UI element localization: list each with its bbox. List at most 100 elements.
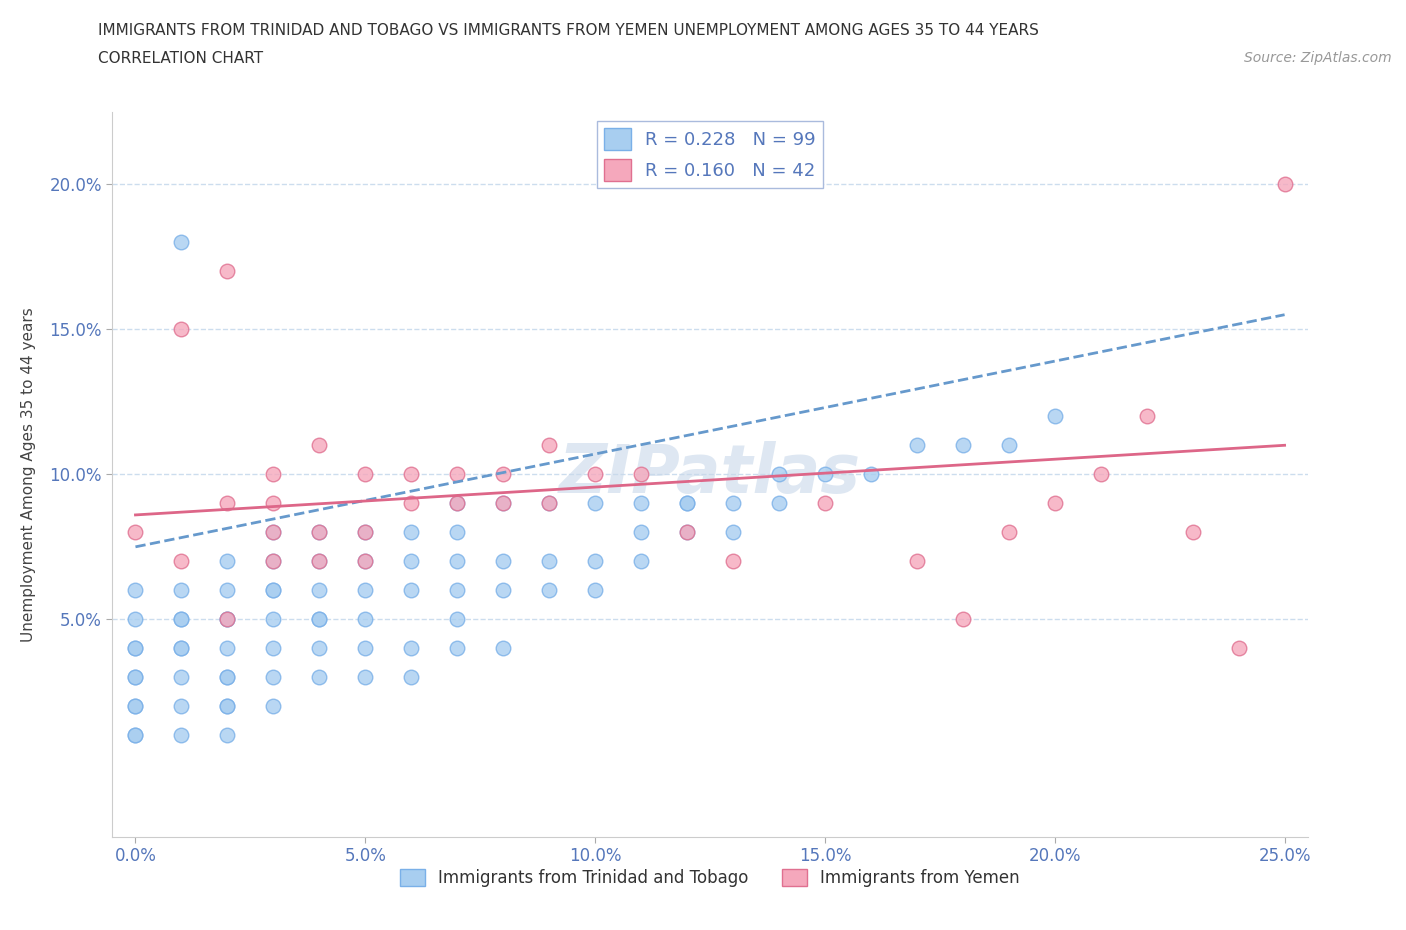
Point <box>217 728 239 743</box>
Point <box>308 612 330 627</box>
Point <box>124 583 146 598</box>
Point <box>676 525 699 539</box>
Point <box>262 583 284 598</box>
Point <box>721 554 744 569</box>
Point <box>124 728 146 743</box>
Point <box>1136 409 1159 424</box>
Point <box>170 612 193 627</box>
Point <box>1274 177 1296 192</box>
Point <box>124 670 146 684</box>
Point <box>354 554 377 569</box>
Point <box>492 583 515 598</box>
Text: ZIPatlas: ZIPatlas <box>560 442 860 507</box>
Point <box>354 583 377 598</box>
Point <box>124 525 146 539</box>
Text: CORRELATION CHART: CORRELATION CHART <box>98 51 263 66</box>
Point <box>401 641 423 656</box>
Point <box>217 612 239 627</box>
Point <box>814 467 837 482</box>
Point <box>583 496 606 511</box>
Point <box>583 554 606 569</box>
Point <box>905 554 928 569</box>
Point <box>538 496 561 511</box>
Point <box>1227 641 1250 656</box>
Point <box>446 554 468 569</box>
Point <box>676 496 699 511</box>
Point <box>170 641 193 656</box>
Point <box>124 670 146 684</box>
Point <box>446 641 468 656</box>
Point <box>308 525 330 539</box>
Point <box>217 264 239 279</box>
Point <box>721 496 744 511</box>
Point <box>583 583 606 598</box>
Point <box>492 641 515 656</box>
Point <box>217 699 239 714</box>
Point <box>401 670 423 684</box>
Point <box>170 554 193 569</box>
Point <box>446 496 468 511</box>
Point <box>492 554 515 569</box>
Point <box>124 699 146 714</box>
Point <box>308 670 330 684</box>
Point <box>170 699 193 714</box>
Point <box>262 554 284 569</box>
Point <box>217 670 239 684</box>
Point <box>308 438 330 453</box>
Point <box>538 496 561 511</box>
Point <box>905 438 928 453</box>
Point <box>308 525 330 539</box>
Point <box>217 670 239 684</box>
Point <box>998 525 1021 539</box>
Point <box>354 467 377 482</box>
Point <box>262 583 284 598</box>
Point <box>952 612 974 627</box>
Point <box>1043 496 1066 511</box>
Point <box>170 234 193 249</box>
Point <box>308 554 330 569</box>
Point <box>217 554 239 569</box>
Point <box>630 496 652 511</box>
Point <box>630 554 652 569</box>
Point <box>354 641 377 656</box>
Point <box>768 467 790 482</box>
Point <box>262 641 284 656</box>
Point <box>217 583 239 598</box>
Point <box>170 641 193 656</box>
Point <box>952 438 974 453</box>
Point <box>401 467 423 482</box>
Point <box>217 612 239 627</box>
Point <box>859 467 882 482</box>
Point <box>492 496 515 511</box>
Point <box>170 322 193 337</box>
Point <box>401 583 423 598</box>
Point <box>262 496 284 511</box>
Point <box>262 612 284 627</box>
Point <box>262 699 284 714</box>
Point <box>124 728 146 743</box>
Text: IMMIGRANTS FROM TRINIDAD AND TOBAGO VS IMMIGRANTS FROM YEMEN UNEMPLOYMENT AMONG : IMMIGRANTS FROM TRINIDAD AND TOBAGO VS I… <box>98 23 1039 38</box>
Point <box>998 438 1021 453</box>
Point <box>308 554 330 569</box>
Point <box>170 670 193 684</box>
Point <box>124 641 146 656</box>
Y-axis label: Unemployment Among Ages 35 to 44 years: Unemployment Among Ages 35 to 44 years <box>21 307 35 642</box>
Point <box>170 612 193 627</box>
Point <box>446 612 468 627</box>
Point <box>401 525 423 539</box>
Point <box>630 467 652 482</box>
Point <box>1181 525 1204 539</box>
Point <box>217 641 239 656</box>
Point <box>217 496 239 511</box>
Point <box>446 583 468 598</box>
Point <box>538 554 561 569</box>
Point <box>630 525 652 539</box>
Point <box>354 525 377 539</box>
Point <box>401 496 423 511</box>
Text: Source: ZipAtlas.com: Source: ZipAtlas.com <box>1244 51 1392 65</box>
Point <box>262 670 284 684</box>
Point <box>814 496 837 511</box>
Point <box>492 467 515 482</box>
Point <box>538 583 561 598</box>
Point <box>1043 409 1066 424</box>
